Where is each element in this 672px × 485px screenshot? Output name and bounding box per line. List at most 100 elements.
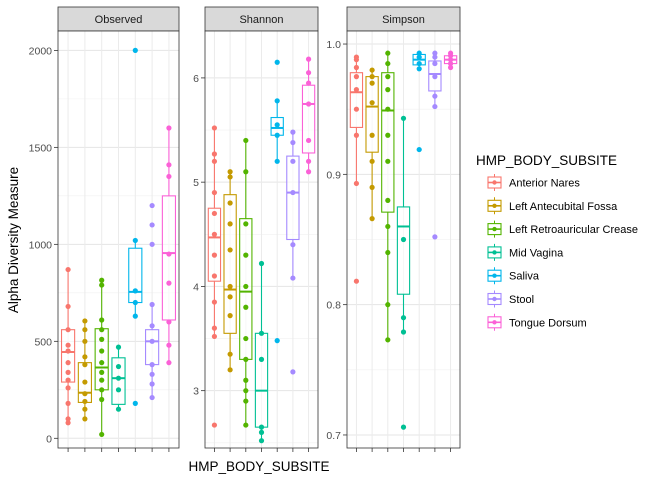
facet-title: Shannon — [239, 14, 283, 26]
box-body — [111, 357, 126, 405]
data-point — [227, 294, 233, 300]
data-point — [166, 319, 172, 325]
data-point — [290, 189, 296, 196]
data-point — [243, 356, 249, 362]
legend-item: Saliva — [485, 266, 540, 285]
box-body — [207, 207, 222, 282]
data-point — [149, 301, 155, 308]
data-point — [166, 280, 172, 286]
data-point — [99, 277, 105, 283]
x-axis-title: HMP_BODY_SUBSITE — [188, 459, 329, 474]
data-point — [149, 381, 155, 387]
data-point — [132, 299, 138, 306]
data-point — [243, 137, 249, 144]
legend-key-point — [492, 203, 497, 208]
data-point — [99, 282, 105, 288]
data-point — [258, 356, 265, 362]
data-point — [211, 299, 218, 305]
legend-item: Mid Vagina — [485, 243, 564, 262]
data-point — [115, 387, 122, 393]
data-point — [432, 93, 438, 99]
legend-key-point — [492, 180, 497, 185]
data-point — [305, 169, 312, 175]
data-point — [274, 158, 280, 164]
box-left-antecubital-fossa — [223, 171, 237, 370]
data-point — [227, 367, 233, 373]
data-point — [82, 406, 88, 412]
data-point — [274, 338, 280, 344]
data-point — [243, 169, 249, 175]
data-point — [99, 377, 105, 383]
data-point — [290, 139, 296, 146]
data-point — [166, 162, 172, 168]
data-point — [115, 406, 122, 412]
data-point — [65, 400, 71, 406]
data-point — [211, 252, 218, 258]
data-point — [132, 237, 138, 244]
data-point — [369, 80, 375, 86]
data-point — [447, 57, 454, 63]
data-point — [447, 64, 454, 71]
data-point — [385, 249, 391, 256]
data-point — [353, 54, 360, 60]
y-tick-label: 0.8 — [326, 300, 341, 312]
legend-label: Tongue Dorsum — [509, 317, 587, 329]
legend-label: Stool — [509, 294, 534, 306]
data-point — [99, 348, 105, 354]
box-body — [254, 332, 269, 428]
data-point — [82, 398, 88, 405]
legend-key-point — [492, 320, 497, 325]
data-point — [99, 387, 105, 393]
y-tick-label: 1000 — [29, 239, 53, 251]
data-point — [447, 60, 454, 67]
legend-item: Tongue Dorsum — [485, 313, 587, 332]
data-point — [416, 60, 422, 67]
y-tick-label: 0.7 — [326, 430, 341, 442]
data-point — [258, 429, 265, 435]
y-tick-label: 1.0 — [326, 39, 341, 51]
data-point — [305, 158, 312, 164]
data-point — [211, 325, 218, 331]
data-point — [290, 242, 296, 248]
data-point — [132, 313, 138, 319]
data-point — [99, 396, 105, 403]
legend-label: Anterior Nares — [509, 178, 580, 190]
data-point — [400, 424, 407, 430]
data-point — [369, 74, 375, 80]
data-point — [211, 422, 218, 428]
data-point — [65, 385, 71, 391]
data-point — [65, 420, 71, 426]
data-point — [353, 132, 360, 138]
data-point — [385, 302, 391, 308]
data-point — [432, 50, 438, 56]
data-point — [211, 231, 218, 237]
y-tick-label: 6 — [193, 73, 199, 85]
legend-label: Left Antecubital Fossa — [509, 201, 618, 213]
data-point — [227, 283, 233, 290]
box-mid-vagina — [111, 347, 126, 410]
data-point — [166, 342, 172, 348]
data-point — [243, 422, 249, 428]
data-point — [274, 98, 280, 104]
data-point — [369, 158, 375, 164]
data-point — [369, 100, 375, 106]
data-point — [65, 369, 71, 375]
data-point — [65, 266, 71, 273]
legend-key-point — [492, 226, 497, 232]
data-point — [385, 132, 391, 138]
y-tick-label: 4 — [193, 281, 199, 293]
data-point — [243, 283, 249, 290]
data-point — [369, 216, 375, 222]
data-point — [211, 189, 218, 196]
legend: HMP_BODY_SUBSITE Anterior Nares Left Antec… — [476, 153, 638, 332]
data-point — [99, 369, 105, 375]
data-point — [65, 416, 71, 422]
facet-strip — [346, 6, 461, 32]
data-point — [99, 317, 105, 323]
data-point — [353, 74, 360, 80]
data-point — [82, 327, 88, 333]
data-point — [166, 173, 172, 180]
data-point — [369, 132, 375, 138]
data-point — [243, 377, 249, 383]
